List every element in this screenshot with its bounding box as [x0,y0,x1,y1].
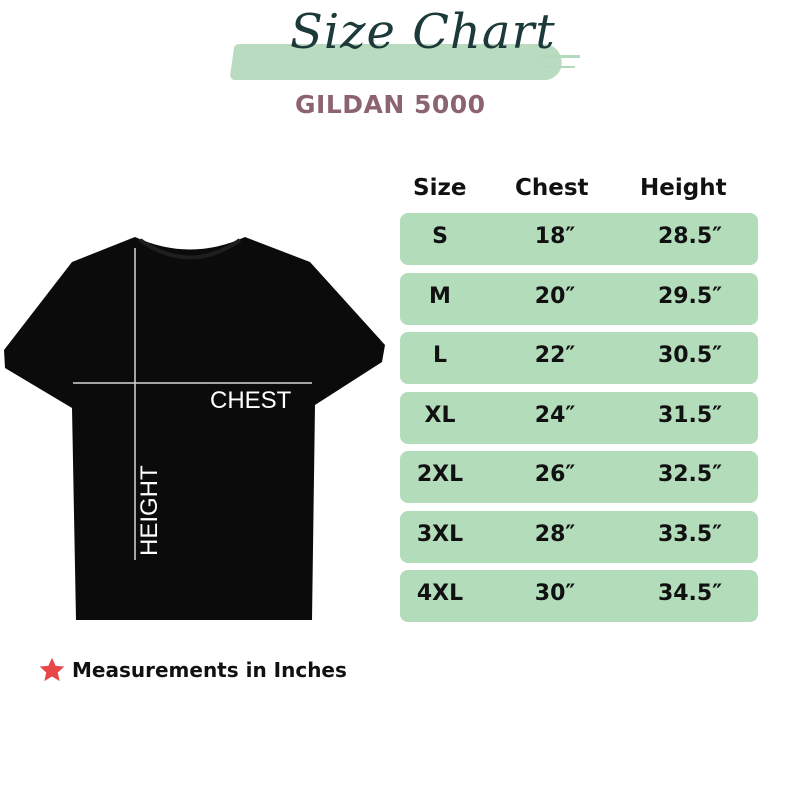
cell-size: 3XL [416,521,464,547]
height-label: HEIGHT [136,465,163,556]
column-header-size: Size [413,175,467,201]
chest-label: CHEST [210,387,292,414]
cell-chest: 28″ [534,521,576,547]
cell-size: M [429,283,451,309]
cell-height: 33.5″ [657,521,723,547]
table-row: 4XL 30″ 34.5″ [400,570,758,622]
table-row: S 18″ 28.5″ [400,213,758,265]
product-name: GILDAN 5000 [295,90,486,119]
table-row: 3XL 28″ 33.5″ [400,510,758,563]
cell-size: 4XL [416,581,464,606]
cell-height: 31.5″ [657,402,723,428]
tshirt-shape [4,237,385,620]
table-row: XL 24″ 31.5″ [400,391,758,444]
column-header-height: Height [640,175,727,201]
cell-size: 2XL [416,462,464,487]
cell-chest: 18″ [534,224,576,249]
measurement-note: Measurements in Inches [38,656,347,684]
cell-chest: 30″ [534,581,576,606]
cell-size: XL [424,402,456,428]
cell-size: S [432,224,448,249]
cell-chest: 22″ [534,343,576,368]
cell-chest: 26″ [534,462,576,487]
star-icon [39,657,65,682]
table-row: M 20″ 29.5″ [400,272,758,325]
brush-tail [545,66,575,68]
cell-height: 32.5″ [657,462,723,487]
tshirt-illustration [4,237,385,620]
cell-height: 34.5″ [657,581,723,606]
cell-size: L [432,343,448,368]
cell-height: 28.5″ [657,224,723,249]
cell-chest: 24″ [534,402,576,428]
page-title: Size Chart [290,4,556,60]
cell-height: 30.5″ [657,343,723,368]
brush-tail [540,55,580,58]
cell-height: 29.5″ [657,283,723,309]
cell-chest: 20″ [534,283,576,309]
column-header-chest: Chest [515,175,589,201]
measurement-note-text: Measurements in Inches [72,658,347,682]
table-row: L 22″ 30.5″ [400,332,758,384]
table-row: 2XL 26″ 32.5″ [400,451,758,503]
collar [138,238,242,260]
